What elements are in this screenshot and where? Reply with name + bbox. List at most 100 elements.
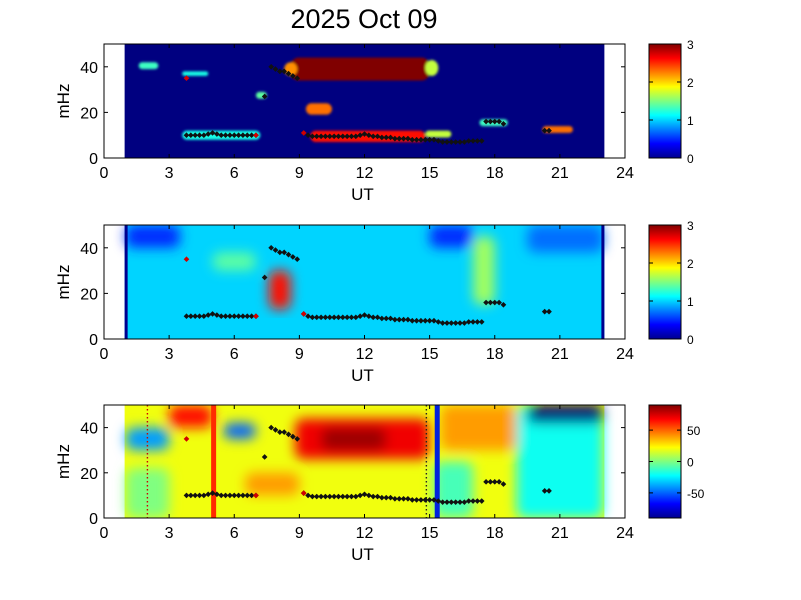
track-marker <box>309 493 316 500</box>
track-marker <box>285 70 292 77</box>
track-marker <box>383 315 390 322</box>
red-marker <box>300 130 307 136</box>
track-marker <box>214 312 220 318</box>
track-marker <box>452 499 459 506</box>
track-marker <box>261 454 268 460</box>
track-marker <box>470 138 476 144</box>
track-marker <box>405 316 411 323</box>
track-marker <box>439 139 446 145</box>
track-marker <box>248 313 255 320</box>
track-marker <box>366 313 372 320</box>
track-marker <box>435 319 442 325</box>
track-marker <box>209 130 216 136</box>
track-marker <box>196 492 203 499</box>
track-marker <box>339 493 346 500</box>
track-marker <box>546 488 552 494</box>
x-tick-label: 15 <box>421 165 439 182</box>
y-tick-label: 20 <box>80 105 98 122</box>
track-marker <box>413 136 420 143</box>
track-marker <box>222 132 229 139</box>
x-axis-label: UT <box>351 545 374 564</box>
y-tick-label: 0 <box>89 332 98 349</box>
x-axis-label: UT <box>351 185 374 204</box>
track-marker <box>248 132 255 139</box>
x-axis-label: UT <box>351 366 374 385</box>
track-marker <box>405 495 411 502</box>
track-marker <box>183 132 190 139</box>
marker-track <box>183 244 552 326</box>
track-marker <box>305 132 311 139</box>
track-marker <box>201 313 207 320</box>
track-marker <box>192 492 199 499</box>
red-marker <box>300 311 307 317</box>
track-marker <box>214 131 220 137</box>
track-marker <box>444 139 450 145</box>
track-marker <box>214 491 220 498</box>
x-tick-label: 21 <box>551 165 569 182</box>
track-marker <box>344 493 350 500</box>
track-marker <box>326 493 333 500</box>
track-marker <box>474 319 481 325</box>
track-marker <box>457 499 463 506</box>
track-marker <box>478 498 485 504</box>
heatmap-region <box>223 423 256 439</box>
x-tick-label: 9 <box>295 346 304 363</box>
track-marker <box>474 138 481 144</box>
track-marker <box>435 138 442 144</box>
x-tick-label: 18 <box>486 346 504 363</box>
x-tick-label: 21 <box>551 525 569 542</box>
track-marker <box>541 127 548 134</box>
track-marker <box>496 118 502 125</box>
track-marker <box>448 139 455 145</box>
track-marker <box>483 479 489 485</box>
colorbar-tick-label: 0 <box>687 333 694 347</box>
track-marker <box>483 299 489 306</box>
red-marker <box>253 313 259 320</box>
y-axis-label: mHz <box>54 84 73 119</box>
red-marker <box>253 132 259 139</box>
track-marker <box>318 133 324 140</box>
heatmap <box>124 405 605 518</box>
track-marker <box>457 139 463 145</box>
heatmap-region <box>245 472 300 496</box>
track-marker <box>244 132 251 139</box>
track-marker <box>387 315 394 322</box>
colorbar-tick-label: 1 <box>687 114 694 128</box>
x-tick-label: 0 <box>100 346 109 363</box>
track-marker <box>261 274 268 281</box>
track-marker <box>452 320 459 326</box>
x-tick-label: 15 <box>421 525 439 542</box>
colorbar: 0 1 2 3 <box>648 38 694 166</box>
track-marker <box>272 247 279 253</box>
track-marker <box>435 498 442 504</box>
y-tick-label: 40 <box>80 60 98 77</box>
track-marker <box>335 314 342 321</box>
track-marker <box>422 497 429 503</box>
track-marker <box>546 127 552 134</box>
track-marker <box>227 313 233 320</box>
red-marker <box>183 75 190 82</box>
x-tick-label: 12 <box>356 525 374 542</box>
track-marker <box>357 132 363 139</box>
track-marker <box>309 133 316 140</box>
track-marker <box>188 132 194 139</box>
heatmap-region <box>440 405 517 451</box>
track-marker <box>500 301 507 308</box>
track-marker <box>261 93 268 100</box>
track-marker <box>209 490 216 496</box>
track-marker <box>209 311 216 317</box>
colorbar-tick-label: -50 <box>687 487 705 501</box>
track-marker <box>457 320 463 326</box>
x-tick-label: 18 <box>486 525 504 542</box>
x-tick-label: 6 <box>230 525 239 542</box>
x-tick-label: 15 <box>421 346 439 363</box>
track-marker <box>231 492 238 499</box>
x-tick-label: 6 <box>230 346 239 363</box>
track-marker <box>218 313 225 320</box>
track-marker <box>431 136 437 143</box>
y-tick-label: 0 <box>89 151 98 168</box>
y-axis-label: mHz <box>54 265 73 300</box>
colorbar-tick-label: 0 <box>687 456 694 470</box>
red-marker <box>253 492 259 499</box>
